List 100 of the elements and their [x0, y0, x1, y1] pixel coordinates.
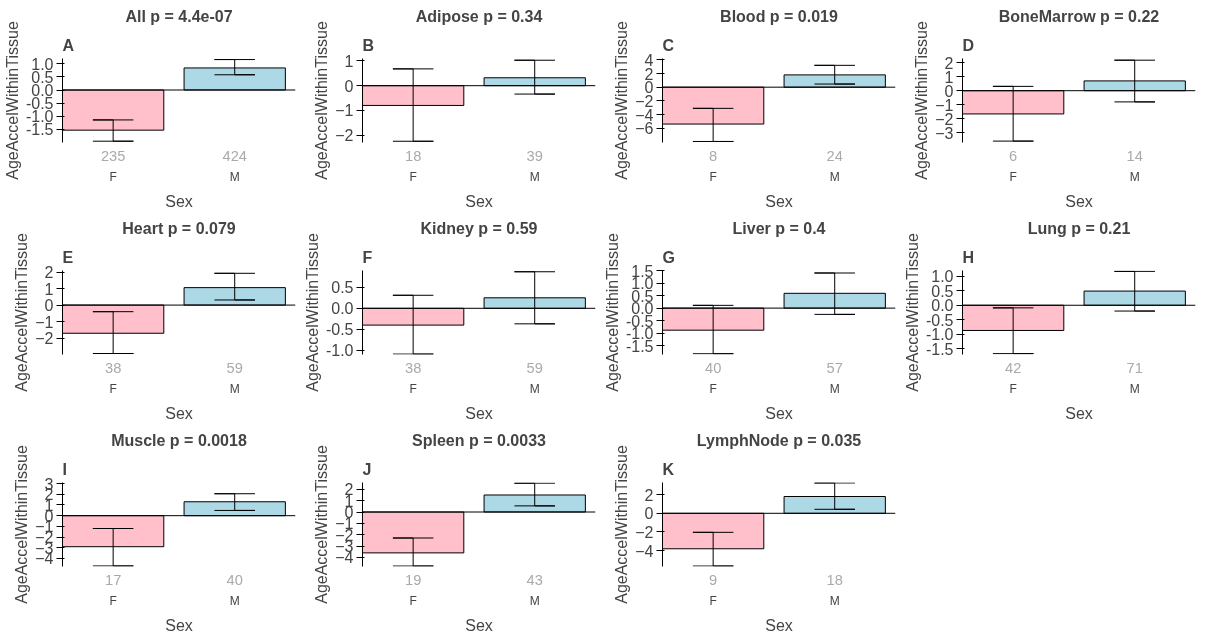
x-axis-title: Sex [765, 192, 793, 210]
text: 71 [1126, 359, 1143, 376]
x-tick-label: M [529, 593, 540, 608]
text: H [962, 248, 975, 266]
y-tick-label: 1 [344, 52, 354, 70]
x-tick-label: M [829, 381, 840, 396]
text: 18 [826, 571, 843, 588]
y-axis-title: AgeAccelWithinTissue [913, 21, 931, 180]
text: 59 [526, 359, 543, 376]
y-axis-title: AgeAccelWithinTissue [13, 445, 31, 604]
x-tick-label: F [1009, 381, 1017, 396]
y-axis-title: AgeAccelWithinTissue [903, 233, 921, 392]
y-tick-label: 0 [44, 297, 54, 315]
x-tick-label: F [409, 381, 417, 396]
x-tick-label: F [409, 169, 417, 184]
x-axis-title: Sex [165, 404, 193, 422]
x-axis-title: Sex [765, 404, 793, 422]
chart-title: Heart p = 0.079 [122, 219, 236, 237]
y-tick-label: −1 [35, 313, 54, 331]
chart-title: Liver p = 0.4 [732, 219, 826, 237]
x-tick-label: M [229, 381, 240, 396]
y-tick-label: -1.5 [25, 121, 54, 139]
y-tick-label: -0.5 [325, 321, 354, 339]
x-axis-title: Sex [465, 192, 493, 210]
x-tick-label: M [829, 169, 840, 184]
chart-title: Blood p = 0.019 [720, 7, 839, 25]
text: 8 [709, 147, 718, 164]
x-tick-label: F [709, 593, 717, 608]
y-tick-label: −2 [335, 127, 354, 145]
text: 42 [1005, 359, 1022, 376]
y-tick-label: 2 [44, 264, 54, 282]
x-axis-title: Sex [465, 616, 493, 634]
y-tick-label: −2 [635, 92, 654, 110]
y-axis-title: AgeAccelWithinTissue [13, 233, 31, 392]
text: 18 [405, 147, 422, 164]
x-tick-label: F [109, 381, 117, 396]
chart-title: BoneMarrow p = 0.22 [998, 7, 1160, 25]
text: 14 [1126, 147, 1143, 164]
y-tick-label: 1 [44, 280, 54, 298]
y-tick-label: −6 [635, 120, 654, 138]
text: B [362, 36, 375, 54]
text: 9 [709, 571, 718, 588]
y-tick-label: 0 [344, 77, 354, 95]
x-axis-title: Sex [165, 192, 193, 210]
x-axis-title: Sex [165, 616, 193, 634]
y-tick-label: 2 [644, 486, 654, 504]
y-tick-label: 0.0 [31, 82, 54, 99]
y-axis-title: AgeAccelWithinTissue [613, 445, 631, 604]
y-tick-label: 4 [644, 51, 654, 69]
chart-title: Spleen p = 0.0033 [412, 431, 547, 449]
text: 19 [405, 571, 422, 588]
text: 38 [405, 359, 422, 376]
text: I [62, 460, 67, 478]
y-tick-label: -1.0 [325, 342, 354, 360]
chart-title: Lung p = 0.21 [1027, 219, 1131, 237]
y-tick-label: 0.5 [331, 279, 354, 297]
text: 43 [526, 571, 543, 588]
x-tick-label: F [709, 169, 717, 184]
text: 38 [105, 359, 122, 376]
x-tick-label: M [1129, 381, 1140, 396]
y-tick-label: −2 [635, 523, 654, 541]
text: K [662, 460, 675, 478]
text: 24 [826, 147, 843, 164]
text: G [662, 248, 675, 266]
y-axis-title: AgeAccelWithinTissue [303, 233, 321, 392]
x-tick-label: M [829, 593, 840, 608]
x-axis-title: Sex [465, 404, 493, 422]
y-axis-title: AgeAccelWithinTissue [313, 445, 331, 604]
text: A [62, 36, 75, 54]
y-tick-label: −1 [335, 102, 354, 120]
text: J [362, 460, 372, 478]
text: 424 [222, 147, 247, 164]
x-tick-label: F [109, 169, 117, 184]
x-tick-label: F [1009, 169, 1017, 184]
text: D [962, 36, 975, 54]
chart-title: Muscle p = 0.0018 [111, 431, 247, 449]
text: 40 [226, 571, 243, 588]
chart-title: Kidney p = 0.59 [420, 219, 538, 237]
y-tick-label: −4 [635, 542, 654, 560]
text: F [362, 248, 373, 266]
x-tick-label: F [409, 593, 417, 608]
y-tick-label: −2 [35, 330, 54, 348]
x-tick-label: M [229, 169, 240, 184]
x-tick-label: M [1129, 169, 1140, 184]
chart-title: LymphNode p = 0.035 [696, 431, 862, 449]
text: 59 [226, 359, 243, 376]
x-tick-label: M [529, 381, 540, 396]
y-axis-title: AgeAccelWithinTissue [613, 21, 631, 180]
x-tick-label: M [529, 169, 540, 184]
x-tick-label: F [709, 381, 717, 396]
x-axis-title: Sex [1065, 192, 1093, 210]
text: 17 [105, 571, 122, 588]
y-axis-title: AgeAccelWithinTissue [603, 233, 621, 392]
text: E [62, 248, 74, 266]
text: 235 [100, 147, 126, 164]
chart-title: All p = 4.4e-07 [125, 7, 233, 25]
text: 57 [826, 359, 843, 376]
y-tick-label: 0 [644, 505, 654, 523]
chart-title: Adipose p = 0.34 [415, 7, 543, 25]
x-tick-label: F [109, 593, 117, 608]
